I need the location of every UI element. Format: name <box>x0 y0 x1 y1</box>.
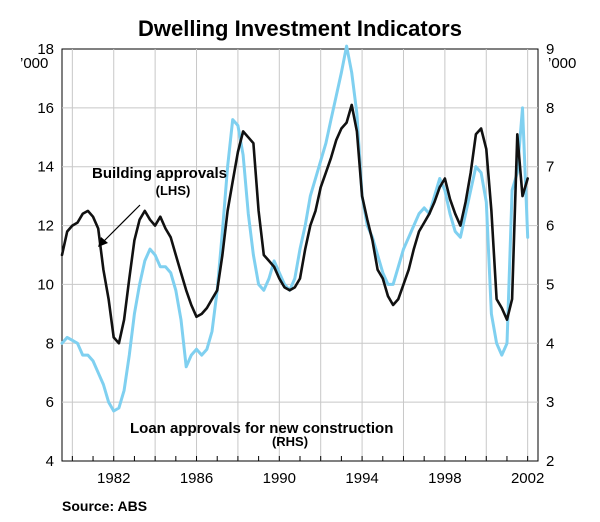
left-tick-label: 10 <box>37 276 54 293</box>
left-tick-label: 4 <box>46 453 54 470</box>
right-tick-label: 8 <box>546 100 554 117</box>
right-tick-label: 5 <box>546 276 554 293</box>
left-tick-label: 14 <box>37 159 54 176</box>
loan-approvals-axis-label: (RHS) <box>272 434 308 449</box>
right-tick-label: 4 <box>546 335 554 352</box>
left-axis-unit: ’000 <box>20 55 48 72</box>
left-tick-label: 12 <box>37 218 54 235</box>
x-tick-label: 1998 <box>428 470 461 487</box>
source-note: Source: ABS <box>62 498 147 514</box>
annotations: Building approvals (LHS) Loan approvals … <box>92 165 393 449</box>
left-tick-label: 8 <box>46 335 54 352</box>
building-approvals-arrow <box>101 204 141 244</box>
gridlines <box>62 49 538 461</box>
loan-approvals-line <box>60 44 530 413</box>
x-tick-label: 1994 <box>345 470 378 487</box>
right-axis-unit: ’000 <box>548 55 576 72</box>
axes: 4 6 8 10 12 14 16 18 2 3 4 5 6 7 8 9 1982 1986 1990 1994 199… <box>37 41 554 487</box>
right-tick-label: 9 <box>546 41 554 58</box>
x-tick-label: 1986 <box>180 470 213 487</box>
series-lines <box>60 44 530 413</box>
right-tick-label: 3 <box>546 394 554 411</box>
left-tick-label: 18 <box>37 41 54 58</box>
arrow-head-icon <box>98 237 108 247</box>
x-tick-label: 1982 <box>97 470 130 487</box>
x-tick-label: 1990 <box>263 470 296 487</box>
right-tick-label: 2 <box>546 453 554 470</box>
loan-approvals-label: Loan approvals for new construction <box>130 420 393 437</box>
building-approvals-line <box>60 103 530 345</box>
right-tick-label: 6 <box>546 218 554 235</box>
left-tick-label: 6 <box>46 394 54 411</box>
building-approvals-axis-label: (LHS) <box>156 183 191 198</box>
x-tick-label: 2002 <box>511 470 544 487</box>
left-tick-label: 16 <box>37 100 54 117</box>
chart-title: Dwelling Investment Indicators <box>138 16 462 41</box>
building-approvals-label: Building approvals <box>92 165 227 182</box>
right-tick-label: 7 <box>546 159 554 176</box>
